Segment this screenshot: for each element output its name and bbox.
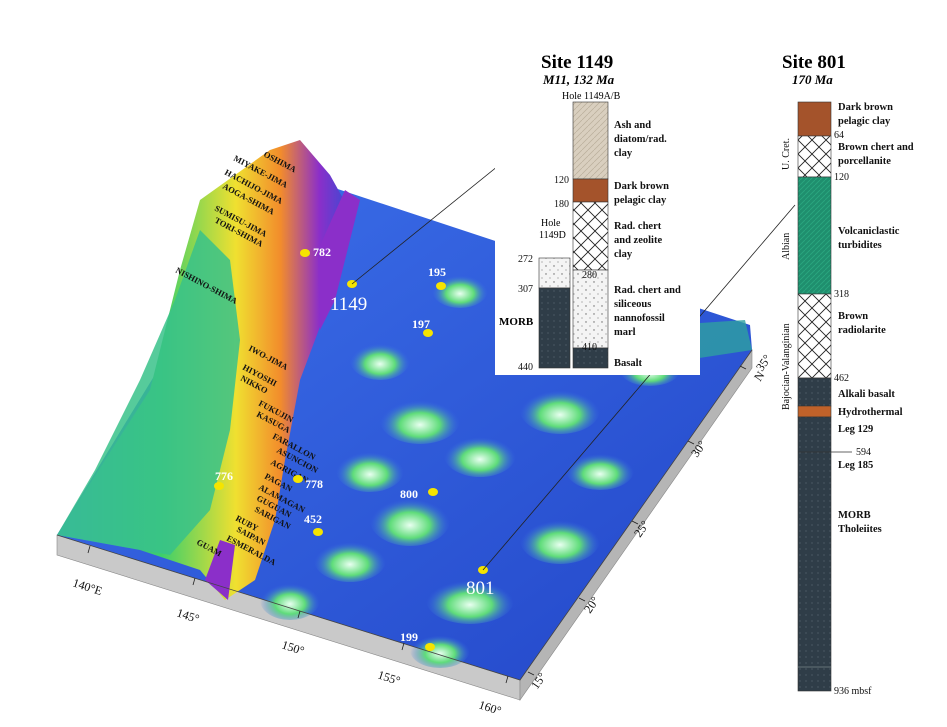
801-layer-morb <box>797 416 832 692</box>
site-label-197: 197 <box>412 317 430 331</box>
layer-brown-clay <box>572 178 609 203</box>
unit-label: Leg 129 <box>838 424 873 435</box>
depth-label: 120 <box>834 172 849 183</box>
site-label-800: 800 <box>400 487 418 501</box>
layer-basalt <box>572 347 609 369</box>
801-layer-alkali-basalt <box>797 377 832 407</box>
depth-label: 120 <box>554 175 569 186</box>
depth-label: 280 <box>582 270 597 281</box>
site-label-195: 195 <box>428 265 446 279</box>
depth-label: 272 <box>518 254 533 265</box>
depth-label: 410 <box>582 342 597 353</box>
depth-label: 64 <box>834 130 844 141</box>
layer-d-upper <box>538 257 571 289</box>
801-layer-chert <box>797 135 832 178</box>
unit-label: porcellanite <box>838 156 891 167</box>
depth-label: 936 mbsf <box>834 686 872 697</box>
unit-label: siliceous <box>614 299 651 310</box>
site-1149-title: Site 1149 <box>541 52 613 73</box>
unit-label: Volcaniclastic <box>838 226 900 237</box>
unit-label: radiolarite <box>838 325 886 336</box>
map-axis-ticks <box>87 365 747 684</box>
801-layer-clay <box>797 101 832 137</box>
801-layer-hydrothermal <box>797 405 832 418</box>
site-label-199: 199 <box>400 630 418 644</box>
hole-1149ab-label: Hole 1149A/B <box>562 91 621 102</box>
site-labels: 782 195 1149 197 776 778 452 800 801 199 <box>215 245 495 644</box>
depth-label: 462 <box>834 373 849 384</box>
801-layer-radiolarite <box>797 293 832 379</box>
age-label: U. Cret. <box>781 138 792 170</box>
site-marker-778 <box>293 475 303 483</box>
site-label-801: 801 <box>466 578 495 599</box>
unit-label: and zeolite <box>614 235 662 246</box>
depth-label: 440 <box>518 362 533 373</box>
site-marker-776 <box>214 482 224 490</box>
801-layer-volcaniclastic <box>797 176 832 295</box>
unit-label: Dark brown <box>838 102 893 113</box>
site-marker-199 <box>425 643 435 651</box>
site-label-782: 782 <box>313 245 331 259</box>
age-label: Albian <box>781 233 792 260</box>
depth-label: 318 <box>834 289 849 300</box>
unit-label: MORB <box>838 510 871 521</box>
layer-d-morb <box>538 287 571 369</box>
unit-label: pelagic clay <box>838 116 891 127</box>
site-label-452: 452 <box>304 512 322 526</box>
unit-label: Leg 185 <box>838 460 873 471</box>
unit-label: Rad. chert <box>614 221 662 232</box>
hole-1149d-label-1: Hole <box>541 218 561 229</box>
unit-label: Ash and <box>614 120 651 131</box>
unit-label: Basalt <box>614 358 643 369</box>
site-label-1149: 1149 <box>330 294 367 315</box>
unit-label: Brown <box>838 311 868 322</box>
morb-label-1149: MORB <box>499 316 534 328</box>
site-marker-195 <box>436 282 446 290</box>
unit-label: nannofossil <box>614 313 665 324</box>
site-1149-panel: Site 1149 M11, 132 Ma Hole 1149A/B Hole … <box>495 52 700 375</box>
layer-ash-clay <box>572 101 609 180</box>
site-1149-subtitle: M11, 132 Ma <box>542 72 615 87</box>
site-marker-800 <box>428 488 438 496</box>
trench-south <box>205 540 235 600</box>
site-marker-452 <box>313 528 323 536</box>
unit-label: diatom/rad. <box>614 134 667 145</box>
depth-label: 307 <box>518 284 533 295</box>
site-801-column: Site 801 170 Ma U. Cret. Albian Bajocian… <box>781 52 914 697</box>
site-801-title: Site 801 <box>782 52 846 73</box>
lon-tick: 155° <box>376 668 402 688</box>
lon-tick: 160° <box>477 698 503 718</box>
trench <box>318 190 360 330</box>
unit-label: clay <box>614 249 633 260</box>
west-terrace <box>57 230 240 555</box>
unit-label: turbidites <box>838 240 882 251</box>
unit-label: Rad. chert and <box>614 285 681 296</box>
layer-chert-zeolite <box>572 201 609 271</box>
unit-label: pelagic clay <box>614 195 667 206</box>
depth-label: 180 <box>554 199 569 210</box>
unit-label: Brown chert and <box>838 142 914 153</box>
lon-tick: 140°E <box>71 576 104 599</box>
layer-chert-marl <box>572 269 609 349</box>
unit-label: clay <box>614 148 633 159</box>
site-label-776: 776 <box>215 469 233 483</box>
hole-1149d-label-2: 1149D <box>539 230 566 241</box>
site-801-subtitle: 170 Ma <box>792 72 833 87</box>
pointer-line-801 <box>482 204 796 571</box>
unit-label: Dark brown <box>614 181 669 192</box>
site-marker-197 <box>423 329 433 337</box>
site-marker-782 <box>300 249 310 257</box>
lon-tick: 145° <box>175 606 201 626</box>
depth-label: 594 <box>856 447 871 458</box>
age-label: Bajocian-Valanginian <box>781 323 792 410</box>
site-label-778: 778 <box>305 477 323 491</box>
unit-label: Hydrothermal <box>838 407 903 418</box>
unit-label: Tholeiites <box>838 524 882 535</box>
unit-label: marl <box>614 327 636 338</box>
unit-label: Alkali basalt <box>838 389 895 400</box>
lon-tick: 150° <box>280 638 306 658</box>
seamounts <box>260 272 680 668</box>
